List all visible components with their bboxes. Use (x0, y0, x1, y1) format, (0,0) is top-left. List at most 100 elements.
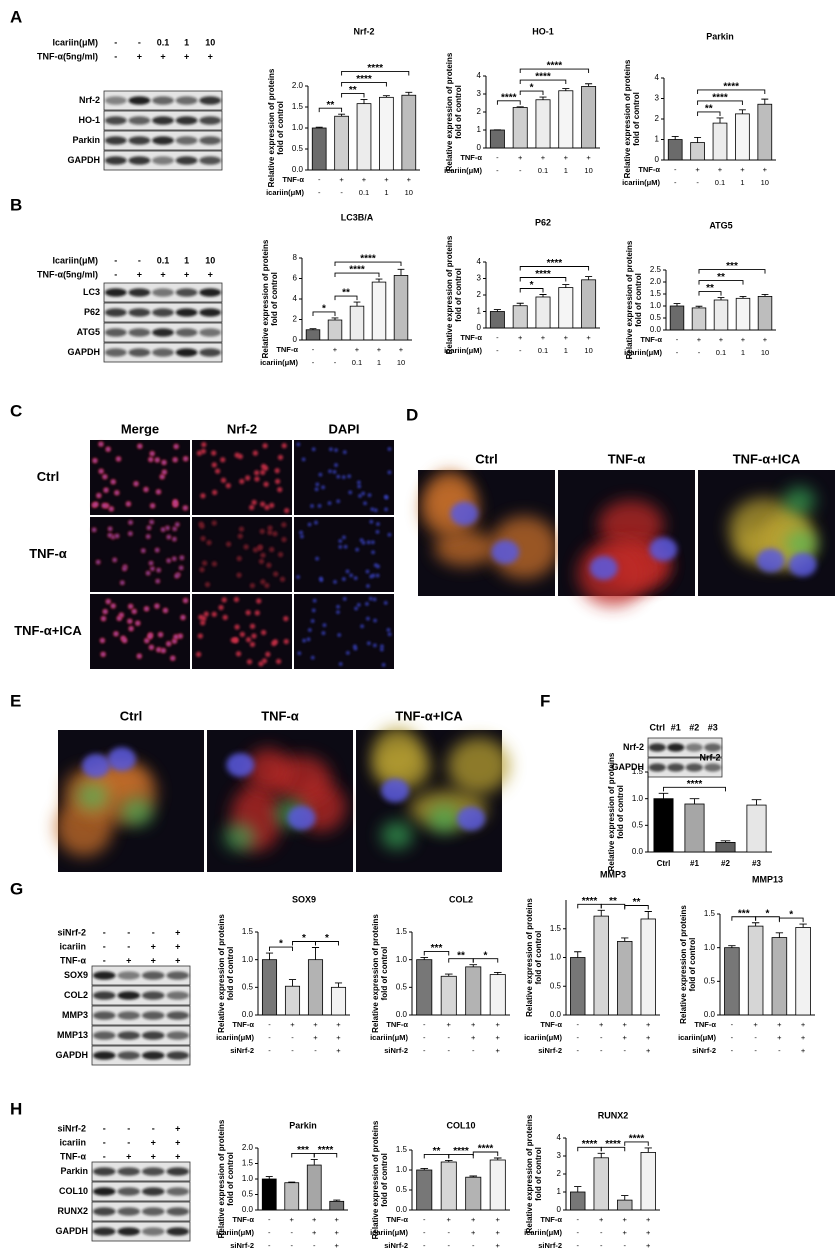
cell-signal (163, 608, 167, 612)
y-axis-label: Relative expression of proteins (525, 1114, 534, 1233)
cell-signal (114, 632, 118, 636)
condition-mark: - (127, 1137, 130, 1147)
significance-bracket (697, 89, 766, 94)
blot-strip (91, 1161, 191, 1182)
condition-label: icariin(μM) (370, 1033, 408, 1042)
condition-label: TNF-α (540, 1215, 562, 1224)
nucleus (107, 747, 136, 772)
y-axis-label: Relative expression of proteins (217, 914, 226, 1033)
condition-mark: + (151, 1137, 156, 1147)
band-label: GAPDH (611, 762, 644, 772)
error-bar (516, 302, 524, 306)
y-tick-label: 3 (557, 1151, 562, 1160)
column-label: Merge (121, 421, 159, 436)
y-tick-label: 2.5 (650, 265, 662, 274)
condition-label: TNF-α (60, 955, 86, 965)
y-tick-label: 0.0 (242, 1205, 254, 1214)
y-tick-label: 1.0 (292, 123, 304, 132)
y-axis-label: fold of control (534, 931, 543, 985)
cell-signal (200, 493, 206, 499)
condition-mark: + (175, 1123, 180, 1133)
cell-signal (342, 535, 346, 540)
green-signal (428, 805, 461, 834)
blot-band (117, 1167, 141, 1176)
error-bar (799, 923, 807, 928)
cell-signal (108, 527, 112, 531)
y-tick-label: 1.0 (242, 1174, 254, 1183)
cell-signal (274, 478, 281, 485)
blot-band (199, 308, 222, 317)
condition-mark: + (312, 1215, 317, 1224)
condition-mark: - (496, 153, 499, 162)
nucleus (649, 537, 678, 562)
cell-signal (387, 533, 392, 537)
condition-mark: - (103, 1137, 106, 1147)
cell-signal (254, 610, 260, 616)
y-tick-label: 3 (477, 89, 482, 98)
condition-mark: + (777, 1033, 782, 1042)
blot-band (175, 96, 198, 105)
cell-signal (367, 493, 372, 497)
nucleus (226, 752, 255, 777)
nucleus (589, 556, 618, 581)
bar (401, 94, 417, 171)
cell-signal (175, 574, 179, 578)
cell-signal (245, 609, 251, 616)
condition-mark: + (753, 1020, 758, 1029)
bar (570, 1191, 586, 1211)
cell-signal (336, 474, 341, 479)
cell-signal (256, 598, 262, 604)
column-label: Ctrl (475, 451, 497, 466)
band-label: COL10 (59, 1186, 88, 1196)
cell-signal (387, 632, 392, 637)
condition-mark: - (291, 1046, 294, 1055)
bar (489, 129, 505, 149)
condition-label: siNrf-2 (57, 927, 86, 937)
bar (512, 305, 528, 329)
significance-label: * (766, 908, 770, 919)
blot-band (141, 1227, 165, 1236)
blot-band (704, 763, 722, 772)
cell-signal (333, 580, 337, 584)
lane-label: Ctrl (650, 722, 666, 732)
condition-mark: - (448, 1033, 451, 1042)
condition-mark: - (114, 51, 117, 61)
green-signal (76, 782, 109, 811)
cell-signal (260, 629, 267, 636)
condition-label: TNF-α (540, 1020, 562, 1029)
y-tick-label: 4 (293, 294, 298, 303)
band-label: COL2 (64, 990, 88, 1000)
condition-mark: + (496, 1033, 501, 1042)
cell-signal (144, 607, 149, 611)
condition-mark: - (103, 955, 106, 965)
cell-signal (174, 635, 178, 639)
condition-label: siNrf-2 (384, 1241, 408, 1250)
cell-signal (201, 560, 208, 566)
significance-label: * (789, 910, 793, 921)
blot-band (117, 1207, 141, 1216)
bar (690, 142, 705, 161)
significance-label: **** (356, 74, 372, 85)
cytoplasm (447, 737, 511, 794)
panel-label: G (10, 879, 23, 898)
condition-mark: + (541, 333, 546, 342)
cell-signal (342, 577, 346, 581)
condition-mark: - (268, 1228, 271, 1237)
column-label: DAPI (328, 421, 359, 436)
cell-signal (384, 507, 388, 512)
significance-label: *** (431, 943, 443, 954)
cell-signal (281, 443, 287, 449)
significance-label: **** (605, 1139, 621, 1150)
bar (334, 115, 349, 171)
bar (489, 1159, 506, 1211)
condition-mark: + (335, 1228, 340, 1237)
condition-mark: 10 (205, 37, 215, 47)
cell-signal (122, 567, 127, 571)
condition-mark: - (448, 1241, 451, 1250)
bar (465, 966, 482, 1016)
cell-signal (380, 647, 384, 652)
bar (306, 1164, 322, 1211)
y-axis-label: fold of control (688, 938, 697, 992)
bar (558, 287, 574, 329)
cell-signal (312, 598, 317, 603)
